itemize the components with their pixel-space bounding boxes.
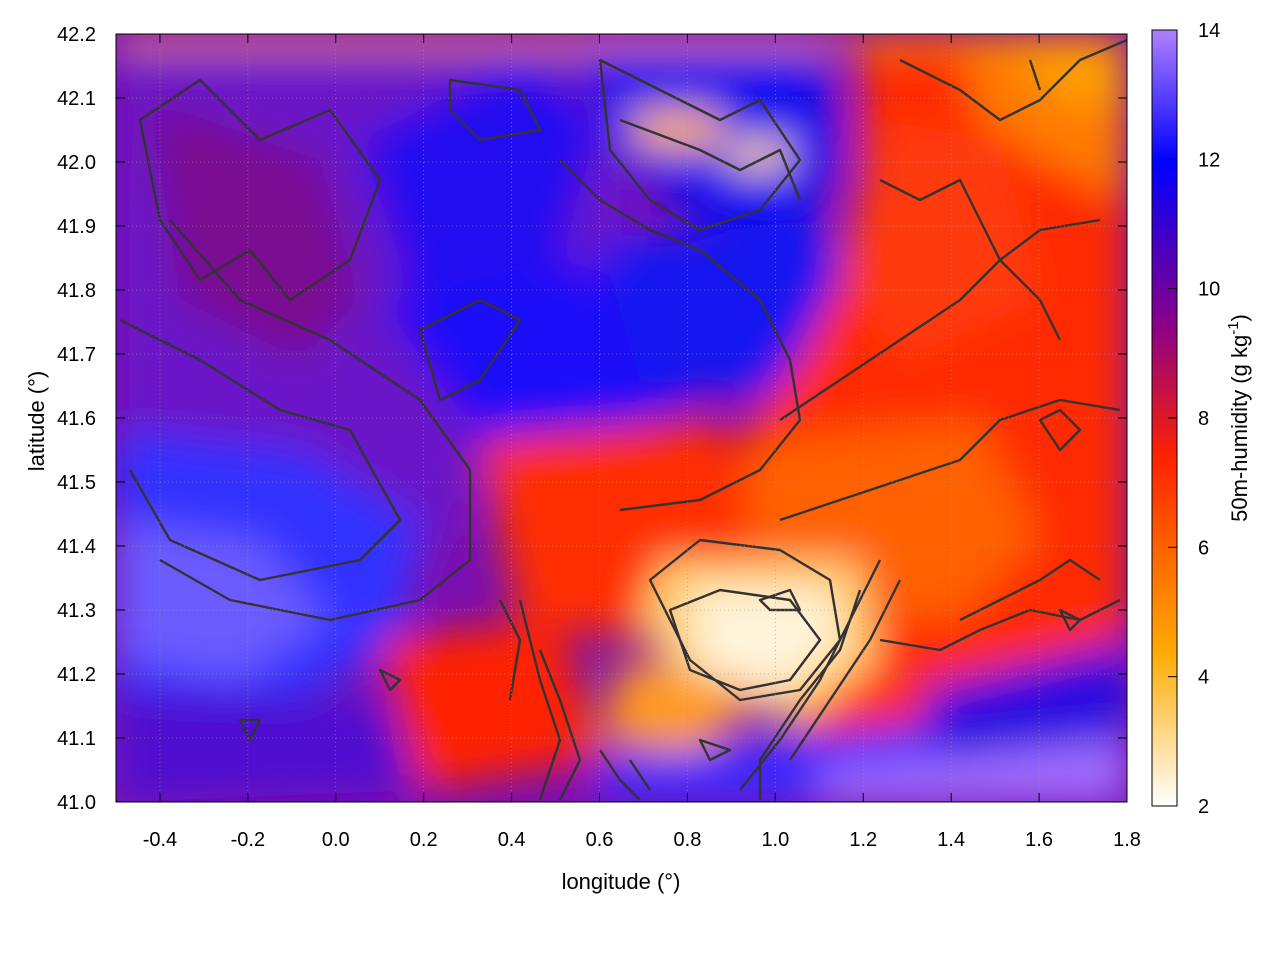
- x-tick-label: 1.2: [849, 829, 877, 851]
- colorbar-tick-label: 12: [1198, 149, 1220, 171]
- contour-line: [598, 58, 802, 232]
- x-tick-label: 1.6: [1025, 829, 1053, 851]
- x-tick-label: 0.8: [674, 829, 702, 851]
- y-tick-label: 41.9: [57, 216, 96, 238]
- y-tick-label: 41.4: [57, 536, 96, 558]
- contour-line: [779, 398, 1121, 522]
- y-tick-label: 42.1: [57, 88, 96, 110]
- contour-line: [538, 649, 582, 801]
- y-tick-label: 41.2: [57, 664, 96, 686]
- x-tick-label: 0.4: [498, 829, 526, 851]
- humidity-field: [116, 34, 1127, 802]
- colorbar-tick-label: 14: [1198, 20, 1220, 42]
- contour-line: [739, 559, 882, 791]
- x-tick-label: 1.4: [937, 829, 965, 851]
- contour-line: [619, 118, 802, 201]
- colorbar-title: 50m-humidity (g kg-1): [1225, 314, 1252, 522]
- y-tick-label: 41.6: [57, 408, 96, 430]
- colorbar-tick-label: 10: [1198, 279, 1220, 301]
- x-tick-label: 0.6: [586, 829, 614, 851]
- contour-line: [559, 159, 802, 512]
- y-tick-label: 42.0: [57, 152, 96, 174]
- contour-line: [138, 78, 382, 302]
- x-tick-label: 0.0: [322, 829, 350, 851]
- contour-line: [498, 599, 522, 701]
- colorbar-tick-label: 8: [1198, 408, 1209, 430]
- y-tick-label: 41.5: [57, 472, 96, 494]
- colorbar-ticks: 2 4 6 8 10 12 14: [1168, 20, 1220, 818]
- y-tick-label: 41.7: [57, 344, 96, 366]
- contour-line: [879, 178, 1062, 341]
- contour-line: [418, 298, 522, 402]
- y-tick-label: 41.3: [57, 600, 96, 622]
- y-axis-title: latitude (°): [24, 371, 49, 472]
- contour-line: [668, 588, 822, 692]
- contour-line: [879, 598, 1121, 652]
- y-tick-label: 41.8: [57, 280, 96, 302]
- contour-line: [629, 759, 651, 791]
- contour-line: [1028, 59, 1042, 91]
- contour-line: [789, 579, 902, 761]
- contour-line: [779, 218, 1101, 421]
- contour-line: [899, 38, 1127, 122]
- x-tick-label: 0.2: [410, 829, 438, 851]
- x-tick-label: -0.4: [143, 829, 177, 851]
- colorbar-title-superscript: -1: [1225, 321, 1242, 334]
- x-tick-label: 1.8: [1113, 829, 1141, 851]
- contour-line: [758, 589, 862, 800]
- contour-line: [959, 558, 1101, 622]
- grid-lines: [116, 33, 1128, 803]
- y-tick-label: 42.2: [57, 24, 96, 46]
- x-axis-title: longitude (°): [562, 869, 681, 894]
- contour-line: [238, 718, 262, 742]
- x-axis: -0.4 -0.2 0.0 0.2 0.4 0.6 0.8 1.0 1.2 1.4 1.6 1.8: [143, 34, 1141, 851]
- colorbar-title-main: 50m-humidity (g kg: [1227, 335, 1252, 522]
- contour-line: [1038, 408, 1082, 452]
- x-tick-label: -0.2: [231, 829, 265, 851]
- contour-line: [119, 318, 402, 582]
- contour-line: [599, 749, 641, 801]
- x-tick-label: 1.0: [761, 829, 789, 851]
- y-axis: 41.0 41.1 41.2 41.3 41.4 41.5 41.6 41.7 41.8 41.9…: [57, 24, 1127, 814]
- contour-line: [1058, 608, 1082, 632]
- contour-line: [698, 738, 732, 762]
- y-tick-label: 41.0: [57, 792, 96, 814]
- colorbar-tick-label: 6: [1198, 537, 1209, 559]
- contour-line: [378, 668, 402, 692]
- y-tick-label: 41.1: [57, 728, 96, 750]
- colorbar-tick-label: 4: [1198, 667, 1209, 689]
- contour-line: [518, 599, 562, 801]
- colorbar-title-suffix: ): [1227, 314, 1252, 321]
- colorbar-tick-label: 2: [1198, 796, 1209, 818]
- terrain-contours: [119, 38, 1127, 801]
- contour-line: [448, 78, 542, 142]
